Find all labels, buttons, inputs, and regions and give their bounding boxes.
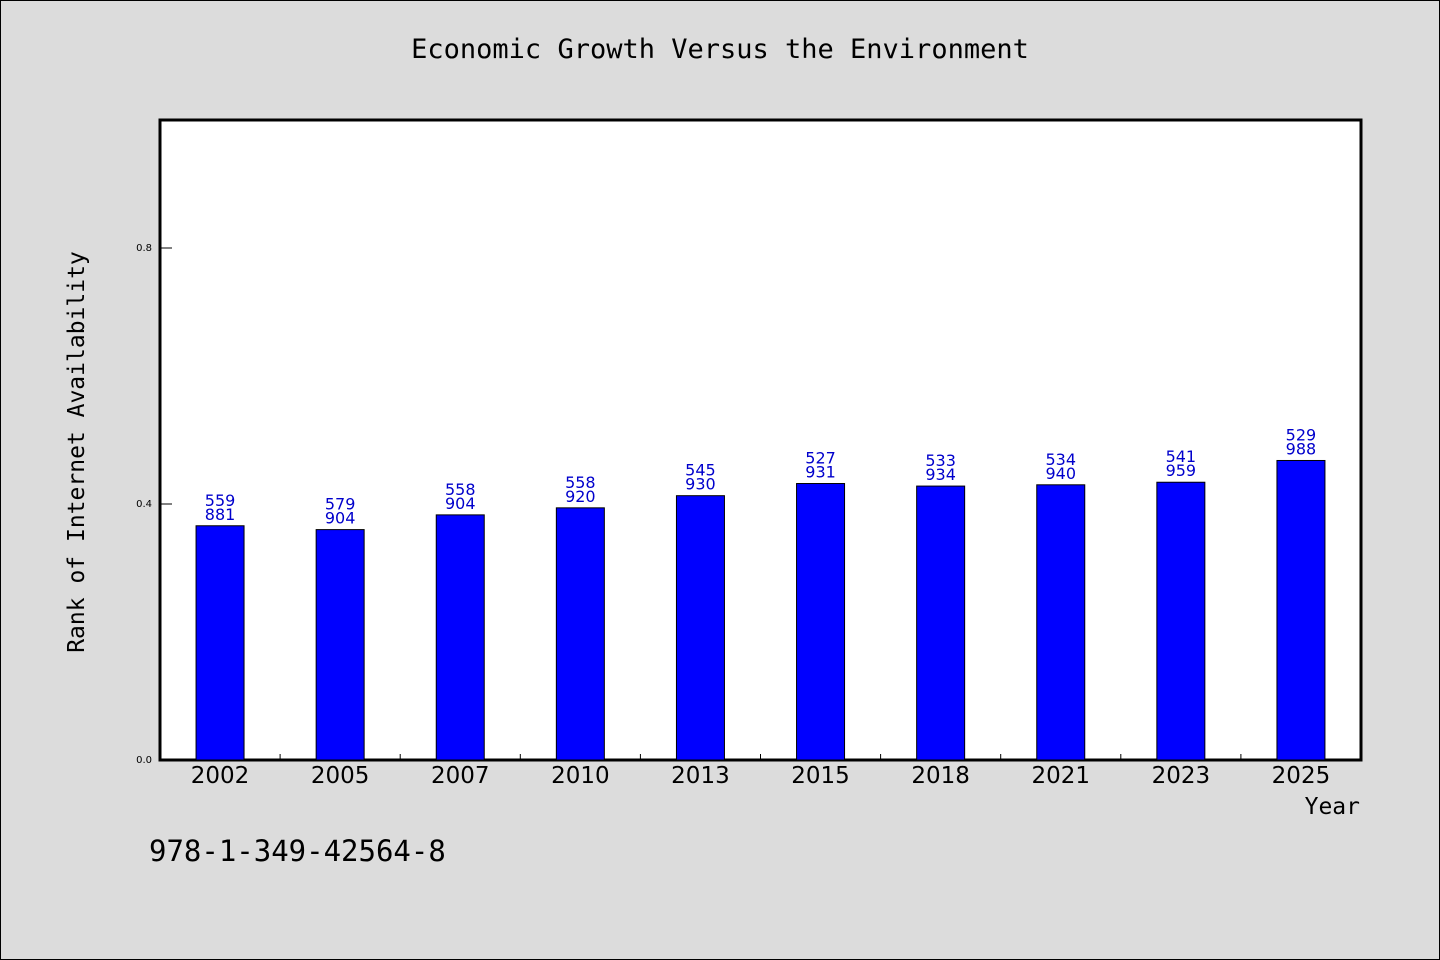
- bars: [195, 459, 1326, 761]
- bar-label-top: 545: [685, 461, 716, 480]
- x-tick-label: 2002: [191, 763, 250, 789]
- bar-label-top: 559: [205, 491, 236, 510]
- bar-label-bottom: 940: [1045, 464, 1076, 483]
- x-tick-label: 2005: [311, 763, 370, 789]
- bar-label-top: 558: [445, 480, 476, 499]
- bar-label-bottom: 904: [325, 509, 356, 528]
- bar: [1036, 484, 1086, 761]
- isbn-label: 978-1-349-42564-8: [149, 834, 446, 868]
- bar-label-top: 558: [565, 473, 596, 492]
- bar-label-top: 529: [1286, 425, 1317, 444]
- y-axis-ticks: 0.0 0.4 0.8: [136, 243, 172, 766]
- x-tick-label: 2010: [551, 763, 610, 789]
- x-tick-label: 2025: [1272, 763, 1331, 789]
- bar: [675, 495, 725, 761]
- x-axis-ticks: 2002 2005 2007 2010 2013 2015 2018 2021 2023 2025: [191, 754, 1330, 789]
- bar: [315, 529, 365, 761]
- x-tick-label: 2023: [1152, 763, 1211, 789]
- bar-label-top: 541: [1166, 447, 1197, 466]
- chart-title: Economic Growth Versus the Environment: [411, 34, 1029, 65]
- bar-label-bottom: 881: [205, 505, 236, 524]
- y-tick-label: 0.4: [136, 499, 152, 510]
- y-tick-label: 0.8: [136, 243, 152, 254]
- bar: [1276, 459, 1326, 761]
- bar-label-bottom: 934: [925, 465, 956, 484]
- bar-label-bottom: 904: [445, 494, 476, 513]
- x-tick-label: 2018: [911, 763, 970, 789]
- bar: [916, 485, 966, 761]
- bar-label-top: 527: [805, 449, 836, 468]
- bar: [555, 507, 605, 761]
- bar-label-top: 534: [1045, 450, 1076, 469]
- bar: [435, 514, 485, 761]
- bar: [195, 525, 245, 761]
- x-tick-label: 2021: [1031, 763, 1090, 789]
- x-tick-label: 2007: [431, 763, 490, 789]
- bar-label-bottom: 920: [565, 487, 596, 506]
- bar-label-bottom: 931: [805, 463, 836, 482]
- bar-label-top: 579: [325, 495, 356, 514]
- bar: [1156, 481, 1206, 761]
- bar: [796, 483, 846, 761]
- bar-labels: 5598815799045589045589205459305279315339…: [205, 425, 1316, 527]
- bar-label-top: 533: [925, 451, 956, 470]
- x-tick-label: 2015: [791, 763, 850, 789]
- bar-label-bottom: 959: [1166, 461, 1197, 480]
- x-tick-label: 2013: [671, 763, 730, 789]
- bar-label-bottom: 988: [1286, 439, 1317, 458]
- y-tick-label: 0.0: [136, 755, 152, 766]
- bar-label-bottom: 930: [685, 475, 716, 494]
- x-axis-label: Year: [1304, 794, 1360, 820]
